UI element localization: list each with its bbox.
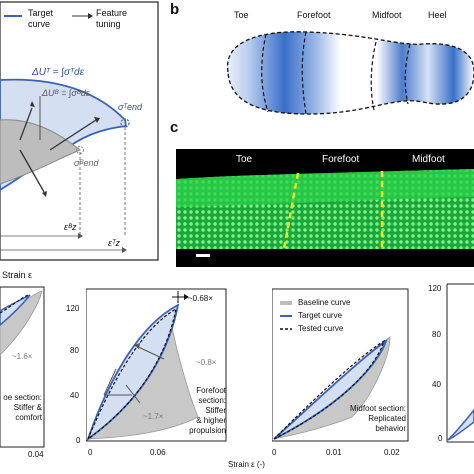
plot-heel-ytick-0: 0 <box>438 434 443 443</box>
plot-midfoot-xtick-002: 0.02 <box>384 448 400 457</box>
strain-target-label: εᵀz <box>108 238 121 248</box>
strain-baseline-label: εᴮz <box>64 222 77 232</box>
plot-forefoot-xtick-006: 0.06 <box>150 448 166 457</box>
energy-target-equation: ΔUᵀ = ∫σᵀdε <box>32 67 84 78</box>
plot-forefoot-ann-low: ~1.7× <box>143 412 164 421</box>
legend-tested-curve: Tested curve <box>298 324 344 333</box>
plot-toe-ratio: ~1.6× <box>12 352 33 361</box>
insole-photo-render <box>176 169 474 250</box>
sigma-end-baseline-label: σᴮend <box>74 158 99 168</box>
plot-heel-ytick-80: 80 <box>432 330 441 339</box>
bottom-xlabel: Strain ε (-) <box>228 460 265 469</box>
foot-insole-diagram <box>226 31 474 115</box>
plot-toe-xtick: 0.04 <box>28 450 44 459</box>
legend-baseline-curve: Baseline curve <box>298 298 351 307</box>
insole-photo: Toe Forefoot Midfoot <box>176 149 474 267</box>
plot-forefoot-ytick-40: 40 <box>70 391 79 400</box>
plot-heel <box>446 283 474 443</box>
plot-forefoot <box>86 288 227 442</box>
photo-label-midfoot: Midfoot <box>412 154 445 165</box>
legend-feature-label: Feature tuning <box>96 8 128 29</box>
plot-forefoot-ann-top: ~0.68× <box>188 294 213 303</box>
plot-midfoot-xtick-0: 0 <box>272 448 277 457</box>
panel-a-diagram <box>0 1 159 261</box>
panel-c-letter: c <box>170 119 179 136</box>
plot-midfoot-xtick-001: 0.01 <box>326 448 342 457</box>
legend-target-label: Target curve <box>28 8 54 29</box>
panel-a-xlabel: Strain ε <box>2 270 33 280</box>
plot-forefoot-ytick-80: 80 <box>70 346 79 355</box>
foot-label-heel: Heel <box>428 10 447 20</box>
plot-heel-ytick-120: 120 <box>428 284 442 293</box>
photo-label-toe: Toe <box>236 154 253 165</box>
plot-toe-section-text: oe section: Stiffer & comfort <box>3 393 42 422</box>
foot-label-midfoot: Midfoot <box>372 10 402 20</box>
foot-label-forefoot: Forefoot <box>297 10 331 20</box>
legend-target-curve: Target curve <box>298 311 343 320</box>
plot-toe <box>0 286 45 448</box>
plot-forefoot-ytick-0: 0 <box>76 436 81 445</box>
plot-midfoot <box>272 288 409 442</box>
plot-forefoot-xtick-0: 0 <box>88 448 93 457</box>
photo-label-forefoot: Forefoot <box>322 154 360 165</box>
plot-forefoot-ytick-120: 120 <box>66 304 80 313</box>
plot-heel-ytick-40: 40 <box>432 380 441 389</box>
sigma-end-target-label: σᵀend <box>118 102 143 112</box>
scale-bar <box>196 254 210 257</box>
plot-forefoot-section-text: Forefoot section: Stiffer & higher propu… <box>189 386 226 435</box>
foot-label-toe: Toe <box>234 10 249 20</box>
plot-midfoot-section-text: Midfoot section: Replicated behavior <box>349 404 406 433</box>
energy-baseline-equation: ΔUᴮ = ∫σᴮdε <box>42 88 90 98</box>
plot-forefoot-ann-mid: ~0.8× <box>196 358 217 367</box>
panel-b-letter: b <box>170 1 180 18</box>
